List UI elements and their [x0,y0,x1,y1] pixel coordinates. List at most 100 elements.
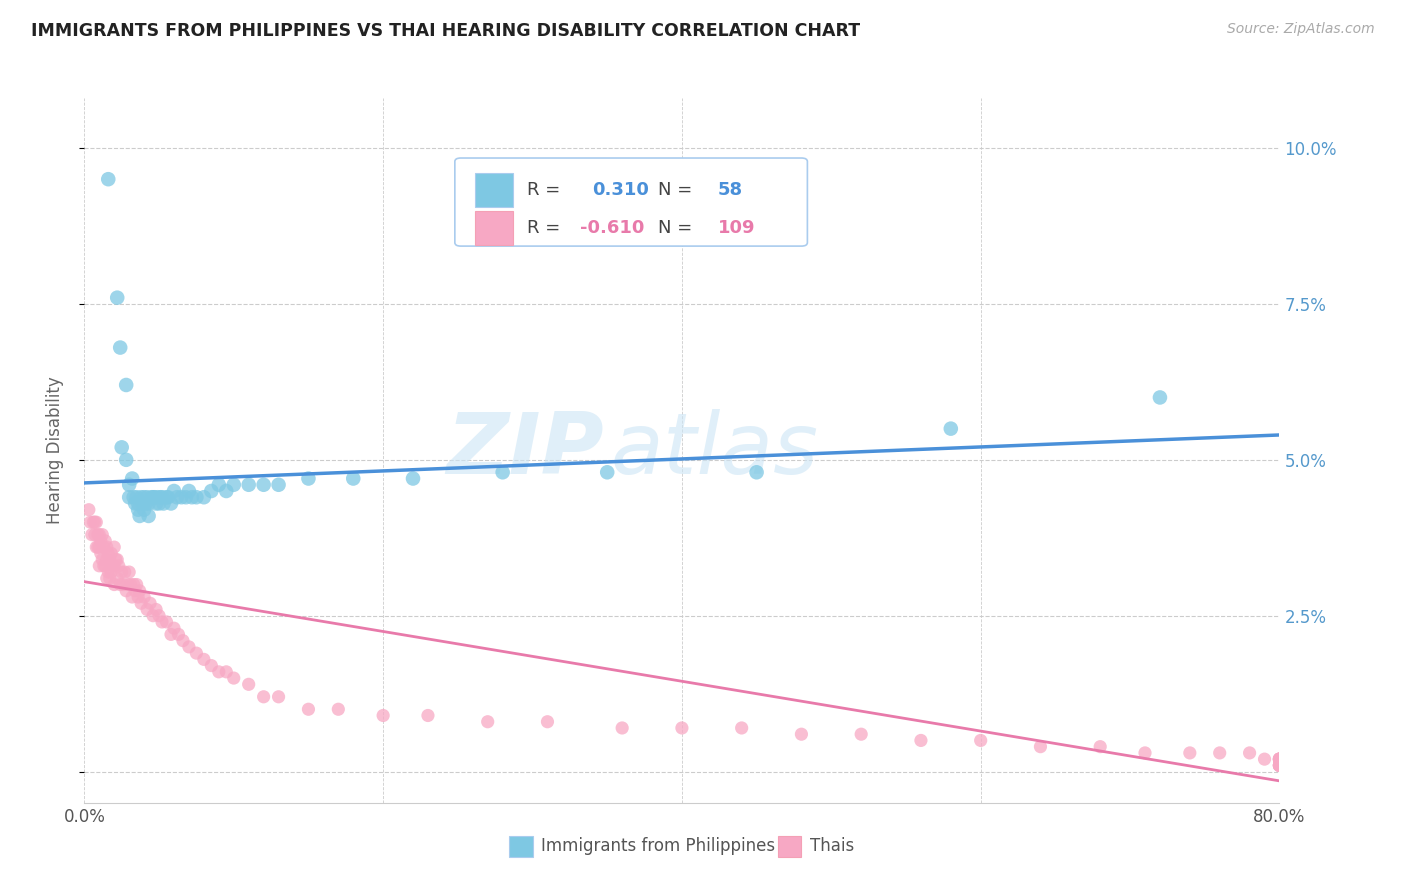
Point [150,490,173,504]
Point [238,477,260,491]
Point [77,502,100,516]
Point [128,583,150,598]
Point [253,690,276,704]
Point [1268,752,1291,766]
Point [138,508,160,523]
Point [612,721,634,735]
Text: N =: N = [658,181,692,199]
Point [96,552,118,566]
Point [143,490,166,504]
FancyBboxPatch shape [475,211,513,245]
Point [145,602,167,616]
Point [160,627,183,641]
Point [1133,746,1156,760]
Text: 58: 58 [718,181,742,199]
Point [101,558,124,573]
FancyBboxPatch shape [778,836,801,857]
Point [94,558,117,573]
Point [114,565,136,579]
Point [215,483,238,498]
Point [1178,746,1201,760]
Point [416,708,439,723]
FancyBboxPatch shape [475,173,513,207]
Point [115,452,138,467]
Y-axis label: Hearing Disability: Hearing Disability [45,376,63,524]
Point [671,721,693,735]
Point [910,733,932,747]
Point [1268,758,1291,772]
Point [215,665,238,679]
Point [149,490,172,504]
Point [111,565,134,579]
Point [112,577,135,591]
Point [132,502,156,516]
Point [135,496,157,510]
Point [200,658,222,673]
Point [328,702,350,716]
Point [117,577,139,591]
Point [89,558,111,573]
Point [1268,752,1291,766]
Point [127,502,149,516]
Point [148,608,170,623]
Point [115,583,138,598]
Text: R =: R = [527,219,560,237]
Point [222,671,245,685]
Point [186,646,208,660]
Point [80,527,103,541]
Point [122,490,145,504]
Point [186,490,208,504]
Text: Source: ZipAtlas.com: Source: ZipAtlas.com [1227,22,1375,37]
Point [89,527,111,541]
Text: Thais: Thais [810,838,853,855]
Point [148,496,170,510]
Point [150,615,173,629]
Point [745,465,768,479]
Point [132,590,156,604]
Point [105,291,128,305]
Point [160,496,183,510]
Point [163,483,186,498]
Point [96,540,118,554]
Point [1268,752,1291,766]
Point [121,590,143,604]
Point [152,496,174,510]
Point [297,471,319,485]
Point [83,527,105,541]
Point [86,515,108,529]
Point [170,490,193,504]
Point [477,714,499,729]
Point [79,515,101,529]
Point [238,677,260,691]
Point [181,490,204,504]
Point [129,490,152,504]
Point [200,483,222,498]
Point [110,577,132,591]
Text: N =: N = [658,219,692,237]
Point [208,665,231,679]
Point [90,546,112,560]
Point [115,378,138,392]
Text: R =: R = [527,181,560,199]
Point [1268,752,1291,766]
Point [124,496,146,510]
Text: Immigrants from Philippines: Immigrants from Philippines [541,838,775,855]
Point [1268,758,1291,772]
Point [100,565,122,579]
Point [136,602,159,616]
Point [492,465,515,479]
Point [193,652,215,666]
Point [142,608,165,623]
Point [267,477,290,491]
Point [132,490,156,504]
Point [1268,758,1291,772]
Point [1029,739,1052,754]
Point [97,172,120,186]
Point [105,552,128,566]
Point [98,552,121,566]
Point [107,558,129,573]
Point [87,527,110,541]
Point [155,615,177,629]
Point [129,596,152,610]
Point [89,540,111,554]
